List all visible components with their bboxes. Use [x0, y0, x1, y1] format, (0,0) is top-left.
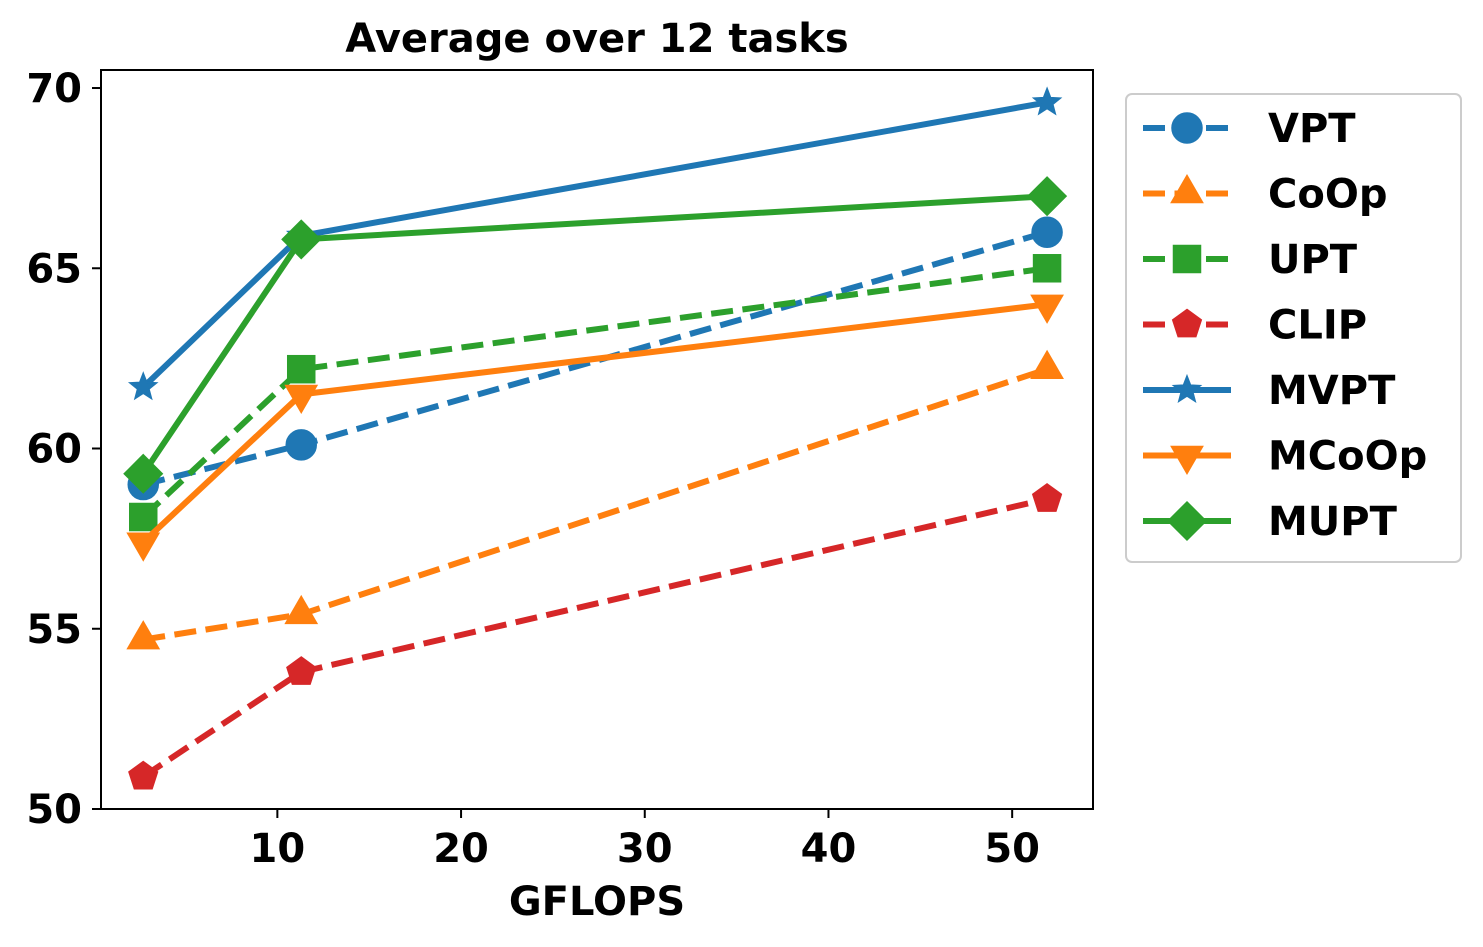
legend-marker — [1166, 500, 1208, 542]
y-tick-label: 50 — [26, 787, 82, 833]
x-tick-label: 10 — [250, 826, 306, 872]
data-point-coop — [1030, 349, 1064, 379]
series-coop — [126, 349, 1064, 650]
chart-title: Average over 12 tasks — [345, 16, 848, 62]
data-point-mvpt — [127, 371, 159, 401]
data-point-coop — [126, 620, 161, 650]
series-line-upt — [141, 265, 1048, 520]
data-point-vpt — [285, 429, 317, 461]
series-mupt — [123, 176, 1068, 494]
series-line-mvpt — [141, 99, 1048, 390]
legend-entry-mcoop: MCoOp — [1143, 434, 1427, 480]
data-point-mcoop — [1030, 294, 1064, 324]
legend-marker — [1171, 373, 1203, 404]
legend-marker — [1171, 308, 1203, 338]
legend-label: MUPT — [1268, 499, 1398, 545]
legend-entry-mupt: MUPT — [1143, 499, 1398, 545]
legend-label: MVPT — [1268, 368, 1396, 414]
legend-entry-vpt: VPT — [1143, 106, 1356, 152]
legend-entry-mvpt: MVPT — [1143, 368, 1396, 414]
series-line-coop — [142, 366, 1049, 643]
y-tick-label: 70 — [26, 66, 82, 112]
series-mvpt — [127, 86, 1063, 401]
data-point-clip — [1031, 483, 1063, 512]
data-point-mcoop — [284, 384, 319, 414]
series-mcoop — [126, 294, 1064, 562]
data-point-clip — [128, 760, 159, 790]
x-tick-label: 40 — [801, 826, 857, 872]
legend-label: CoOp — [1268, 172, 1387, 218]
plot-marks — [123, 86, 1068, 790]
legend-label: MCoOp — [1268, 434, 1427, 480]
data-point-mupt — [123, 453, 164, 494]
legend-marker — [1170, 174, 1204, 204]
data-point-upt — [286, 354, 316, 384]
data-point-coop — [284, 594, 319, 625]
legend-marker — [1172, 244, 1202, 274]
legend-entry-upt: UPT — [1143, 237, 1358, 283]
data-point-clip — [286, 656, 317, 685]
y-axis: 50 55 60 65 70 — [26, 66, 101, 833]
data-point-mupt — [281, 219, 322, 260]
x-tick-label: 30 — [617, 826, 673, 872]
legend-label: VPT — [1268, 106, 1356, 152]
x-tick-label: 20 — [433, 826, 489, 872]
legend-marker — [1171, 112, 1203, 144]
data-point-mvpt — [1031, 86, 1063, 116]
legend: VPT CoOp UPT CLIP MVPT MCoOp MUPT — [1125, 93, 1462, 563]
legend-label: UPT — [1268, 237, 1358, 283]
data-point-upt — [129, 502, 158, 532]
y-tick-label: 55 — [26, 607, 82, 653]
series-line-clip — [141, 496, 1048, 780]
series-line-mcoop — [141, 301, 1048, 545]
data-point-mcoop — [126, 532, 161, 562]
legend-marker — [1170, 445, 1204, 475]
series-clip — [128, 483, 1063, 790]
legend-label: CLIP — [1268, 303, 1367, 349]
y-tick-label: 60 — [26, 427, 82, 473]
x-tick-label: 50 — [984, 826, 1040, 872]
x-axis: 10 20 30 40 50 — [250, 809, 1040, 872]
series-line-mupt — [140, 193, 1048, 476]
data-point-upt — [1032, 254, 1062, 283]
legend-entry-clip: CLIP — [1143, 303, 1367, 349]
plot-frame — [100, 69, 1094, 810]
legend-box — [1125, 93, 1462, 563]
y-tick-label: 65 — [26, 246, 82, 292]
legend-entry-coop: CoOp — [1143, 172, 1387, 218]
data-point-mupt — [1027, 176, 1068, 217]
data-point-vpt — [1031, 216, 1063, 248]
series-upt — [129, 254, 1062, 532]
x-axis-label: GFLOPS — [509, 879, 685, 925]
